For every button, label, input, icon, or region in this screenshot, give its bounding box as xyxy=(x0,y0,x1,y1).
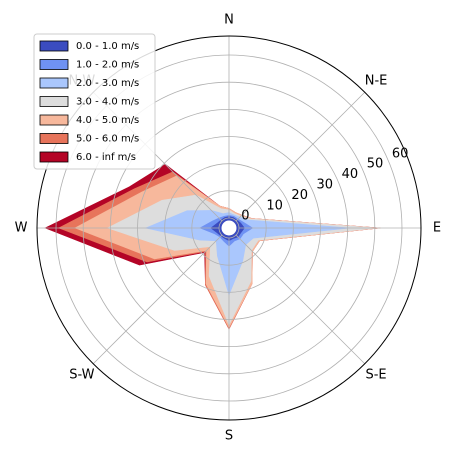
legend-label: 5.0 - 6.0 m/s xyxy=(76,134,139,145)
direction-label: N xyxy=(224,13,234,28)
direction-label: N-E xyxy=(365,73,388,88)
legend: 0.0 - 1.0 m/s 1.0 - 2.0 m/s 2.0 - 3.0 m/s 3… xyxy=(33,33,156,170)
legend-swatch xyxy=(39,59,69,70)
legend-label: 6.0 - inf m/s xyxy=(76,152,136,163)
legend-label: 2.0 - 3.0 m/s xyxy=(76,78,139,89)
r-tick-label: 30 xyxy=(317,177,334,192)
r-tick-label: 50 xyxy=(367,157,384,172)
direction-label: E xyxy=(433,221,441,236)
legend-swatch xyxy=(39,40,69,52)
r-tick-label: 10 xyxy=(266,198,283,213)
legend-label: 0.0 - 1.0 m/s xyxy=(76,41,139,52)
legend-swatch xyxy=(39,96,69,107)
direction-label: S xyxy=(225,429,233,444)
direction-label: S-W xyxy=(69,368,94,383)
direction-label: S-E xyxy=(365,368,386,383)
grid-spoke xyxy=(235,234,366,365)
legend-swatch xyxy=(39,133,69,144)
calm-circle xyxy=(220,219,238,237)
legend-label: 3.0 - 4.0 m/s xyxy=(76,97,139,108)
grid-spoke xyxy=(235,91,366,222)
legend-label: 4.0 - 5.0 m/s xyxy=(76,115,139,126)
grid-spoke xyxy=(92,234,223,365)
legend-swatch xyxy=(39,114,69,126)
r-tick-label: 60 xyxy=(392,146,409,161)
r-tick-label: 40 xyxy=(342,167,359,182)
r-tick-label: 0 xyxy=(241,209,249,224)
outer-frame xyxy=(36,35,422,421)
legend-label: 1.0 - 2.0 m/s xyxy=(76,60,139,71)
legend-swatch xyxy=(39,151,69,163)
r-tick-label: 20 xyxy=(291,188,308,203)
direction-label: W xyxy=(15,221,28,236)
legend-swatch xyxy=(39,77,69,89)
